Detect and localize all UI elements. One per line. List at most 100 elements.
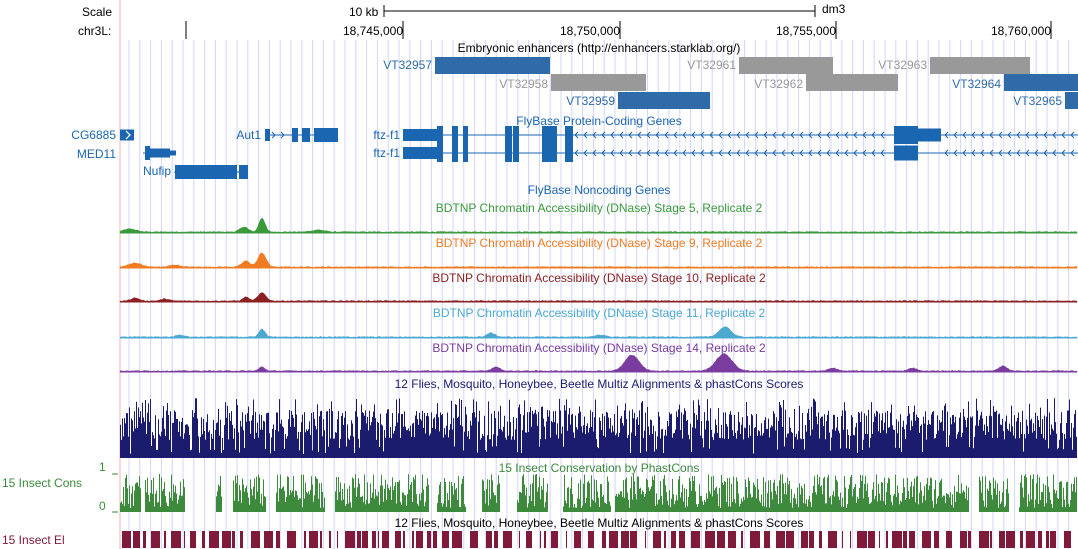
track-title-multiz[interactable]: 12 Flies, Mosquito, Honeybee, Beetle Mul… [394,377,804,391]
conserved-element [470,531,478,548]
side-label-cons[interactable]: 15 Insect Cons [2,476,83,490]
conserved-element [979,531,989,548]
enhancer-label[interactable]: VT32961 [687,58,736,72]
conserved-element [433,531,437,548]
gene-label[interactable]: CG6885 [71,128,116,142]
enhancer-label[interactable]: VT32963 [878,58,927,72]
side-label-elements[interactable]: 15 Insect El [2,533,65,547]
gene-exon [452,144,458,162]
strand-chevron [1061,149,1066,157]
track-title-dnase-stage9[interactable]: BDTNP Chromatin Accessibility (DNase) St… [435,236,763,250]
strand-chevron [718,149,723,157]
conserved-element [403,531,405,548]
gene-label[interactable]: MED11 [76,147,116,161]
strand-chevron [962,131,967,139]
gene-label[interactable]: ftz-f1 [373,128,400,142]
conserved-element [164,531,166,548]
track-title-noncoding[interactable]: FlyBase Noncoding Genes [527,183,671,197]
strand-chevron [628,149,633,157]
strand-chevron [763,149,768,157]
conserved-element [222,531,231,548]
conserved-element [1050,531,1056,548]
strand-chevron [817,131,822,139]
gene-label[interactable]: Nufip [142,164,171,178]
enhancer-label[interactable]: VT32957 [383,58,432,72]
gene-label[interactable]: ftz-f1 [373,146,400,160]
position-label: 18,745,000 [342,24,403,38]
track-title-enhancers[interactable]: Embryonic enhancers (http://enhancers.st… [457,41,741,55]
strand-chevron [592,131,597,139]
conserved-element [679,531,685,548]
conserved-element [395,531,401,548]
conserved-element [416,531,423,548]
conserved-element [320,531,322,548]
conserved-element [801,531,808,548]
strand-chevron [790,149,795,157]
track-title-dnase-stage10[interactable]: BDTNP Chromatin Accessibility (DNase) St… [432,271,766,285]
conserved-element [750,531,760,548]
gene-label[interactable]: Aut1 [236,128,261,142]
enhancer-label[interactable]: VT32962 [754,77,803,91]
assembly-label: dm3 [822,2,846,16]
conserved-element [990,531,992,548]
conserved-element [809,531,814,548]
conserved-element [741,531,743,548]
strand-chevron [754,131,759,139]
track-title-elements[interactable]: 12 Flies, Mosquito, Honeybee, Beetle Mul… [394,516,804,530]
strand-chevron [953,131,958,139]
strand-chevron [664,131,669,139]
axis-min-label: 0 [99,499,106,513]
strand-chevron [1061,131,1066,139]
conserved-element [909,531,915,548]
strand-chevron [673,149,678,157]
enhancer-label[interactable]: VT32959 [566,94,615,108]
conserved-element [566,531,567,548]
conserved-element [240,531,243,548]
strand-chevron [944,131,949,139]
gene-exon [170,150,176,156]
conserved-element [691,531,700,548]
strand-chevron [1007,131,1012,139]
strand-chevron [998,131,1003,139]
gene-exon [437,144,443,162]
track-title-cons15[interactable]: 15 Insect Conservation by PhastCons [498,461,700,475]
gene-exon [150,148,170,158]
enhancer-label[interactable]: VT32965 [1013,94,1062,108]
strand-chevron [989,149,994,157]
conserved-element [671,531,676,548]
strand-chevron [610,149,615,157]
strand-chevron [592,149,597,157]
strand-chevron [1043,149,1048,157]
conserved-element [850,531,851,548]
strand-chevron [808,149,813,157]
strand-chevron [691,131,696,139]
strand-chevron [826,131,831,139]
strand-chevron [1034,149,1039,157]
enhancer-label[interactable]: VT32958 [499,77,548,91]
track-title-dnase-stage5[interactable]: BDTNP Chromatin Accessibility (DNase) St… [435,201,763,215]
conserved-element [151,531,160,548]
strand-chevron [125,130,131,140]
conserved-element [960,531,967,548]
track-title-genes[interactable]: FlyBase Protein-Coding Genes [516,114,682,128]
conserved-element [892,531,902,548]
enhancer-feature [930,57,1030,74]
track-title-dnase-stage14[interactable]: BDTNP Chromatin Accessibility (DNase) St… [432,341,766,355]
strand-chevron [1025,149,1030,157]
conserved-element [412,531,414,548]
strand-chevron [271,131,276,139]
enhancer-label[interactable]: VT32964 [952,77,1001,91]
track-title-dnase-stage11[interactable]: BDTNP Chromatin Accessibility (DNase) St… [432,306,766,320]
strand-chevron [280,131,285,139]
strand-chevron [574,131,579,139]
dnase-signal [119,292,1078,303]
conserved-element [452,531,462,548]
conserved-element [653,531,661,548]
strand-chevron [682,149,687,157]
strand-chevron [745,131,750,139]
conserved-element [309,531,318,548]
gene-exon [894,126,918,144]
chrom-label: chr3L: [78,24,112,38]
